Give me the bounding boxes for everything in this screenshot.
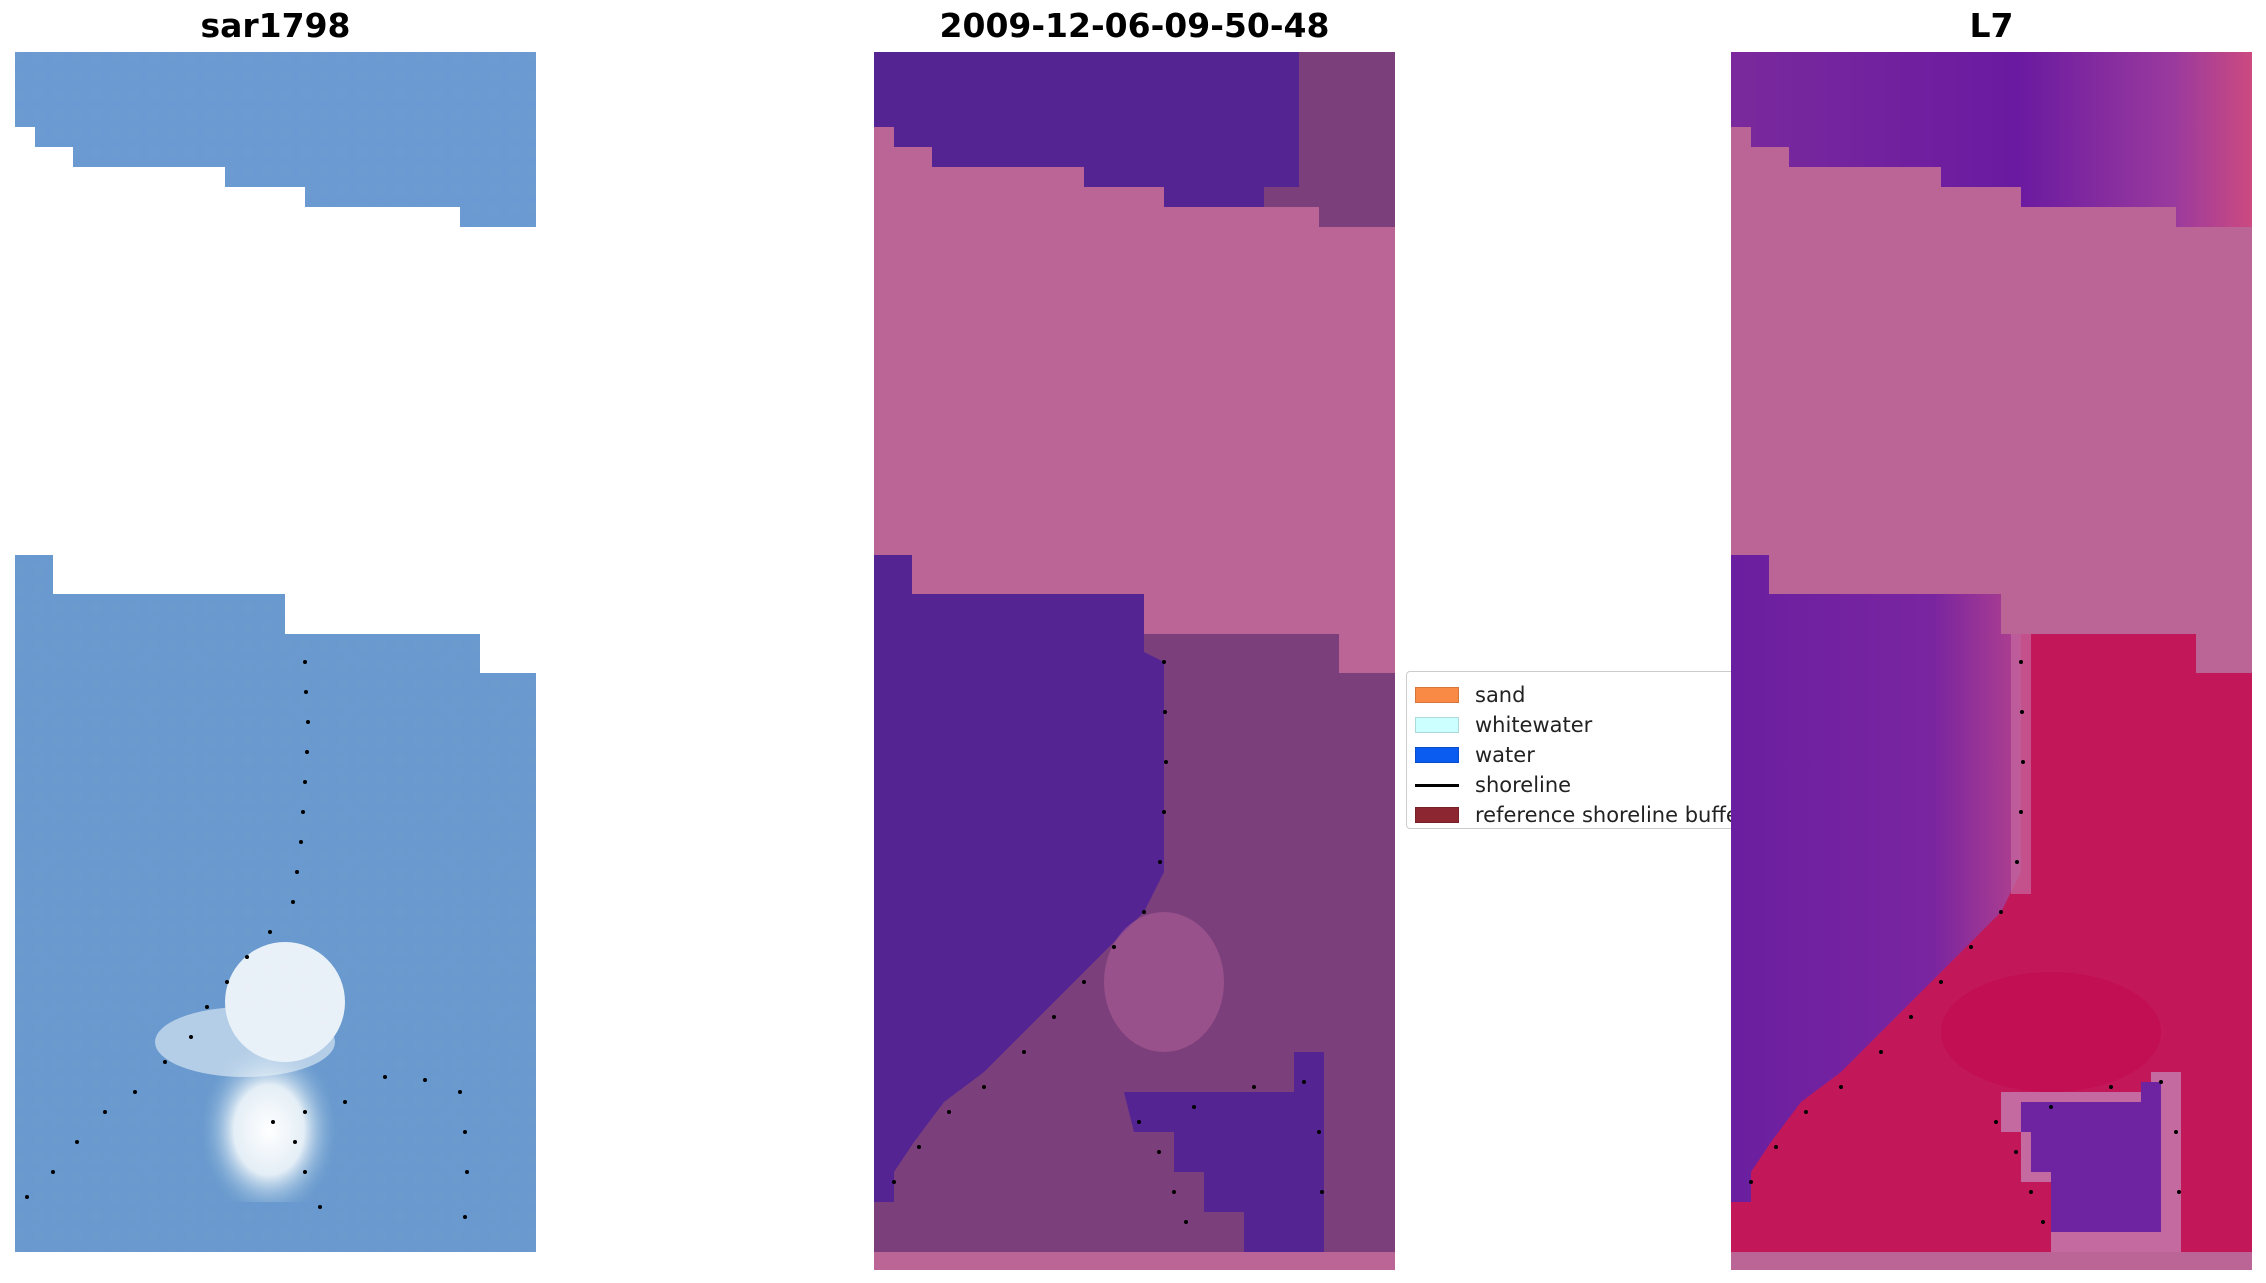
shoreline-line-swatch (1415, 783, 1459, 787)
legend-label: reference shoreline buffer (1475, 803, 1731, 827)
panel-title-date: 2009-12-06-09-50-48 (939, 6, 1330, 45)
sand-swatch (1415, 687, 1459, 703)
l7-index-image (1731, 52, 2252, 1270)
legend-item-water: water (1415, 740, 1535, 770)
legend-item-whitewater: whitewater (1415, 710, 1592, 740)
reference-buffer-swatch (1415, 807, 1459, 823)
water-swatch (1415, 747, 1459, 763)
legend-item-reference-buffer: reference shoreline buffer (1415, 800, 1731, 830)
classified-overlay-image (874, 52, 1395, 1270)
legend-label: shoreline (1475, 773, 1572, 797)
whitewater-swatch (1415, 717, 1459, 733)
panel-title-l7: L7 (1969, 6, 2014, 45)
sar-rgb-image (15, 52, 536, 1252)
legend-label: water (1475, 743, 1535, 767)
legend-item-shoreline: shoreline (1415, 770, 1571, 800)
legend-label: whitewater (1475, 713, 1593, 737)
legend-label: sand (1475, 683, 1526, 707)
legend: sand whitewater water shoreline referenc… (1406, 671, 1731, 829)
panel-title-sar: sar1798 (200, 6, 351, 45)
legend-item-sand: sand (1415, 680, 1525, 710)
